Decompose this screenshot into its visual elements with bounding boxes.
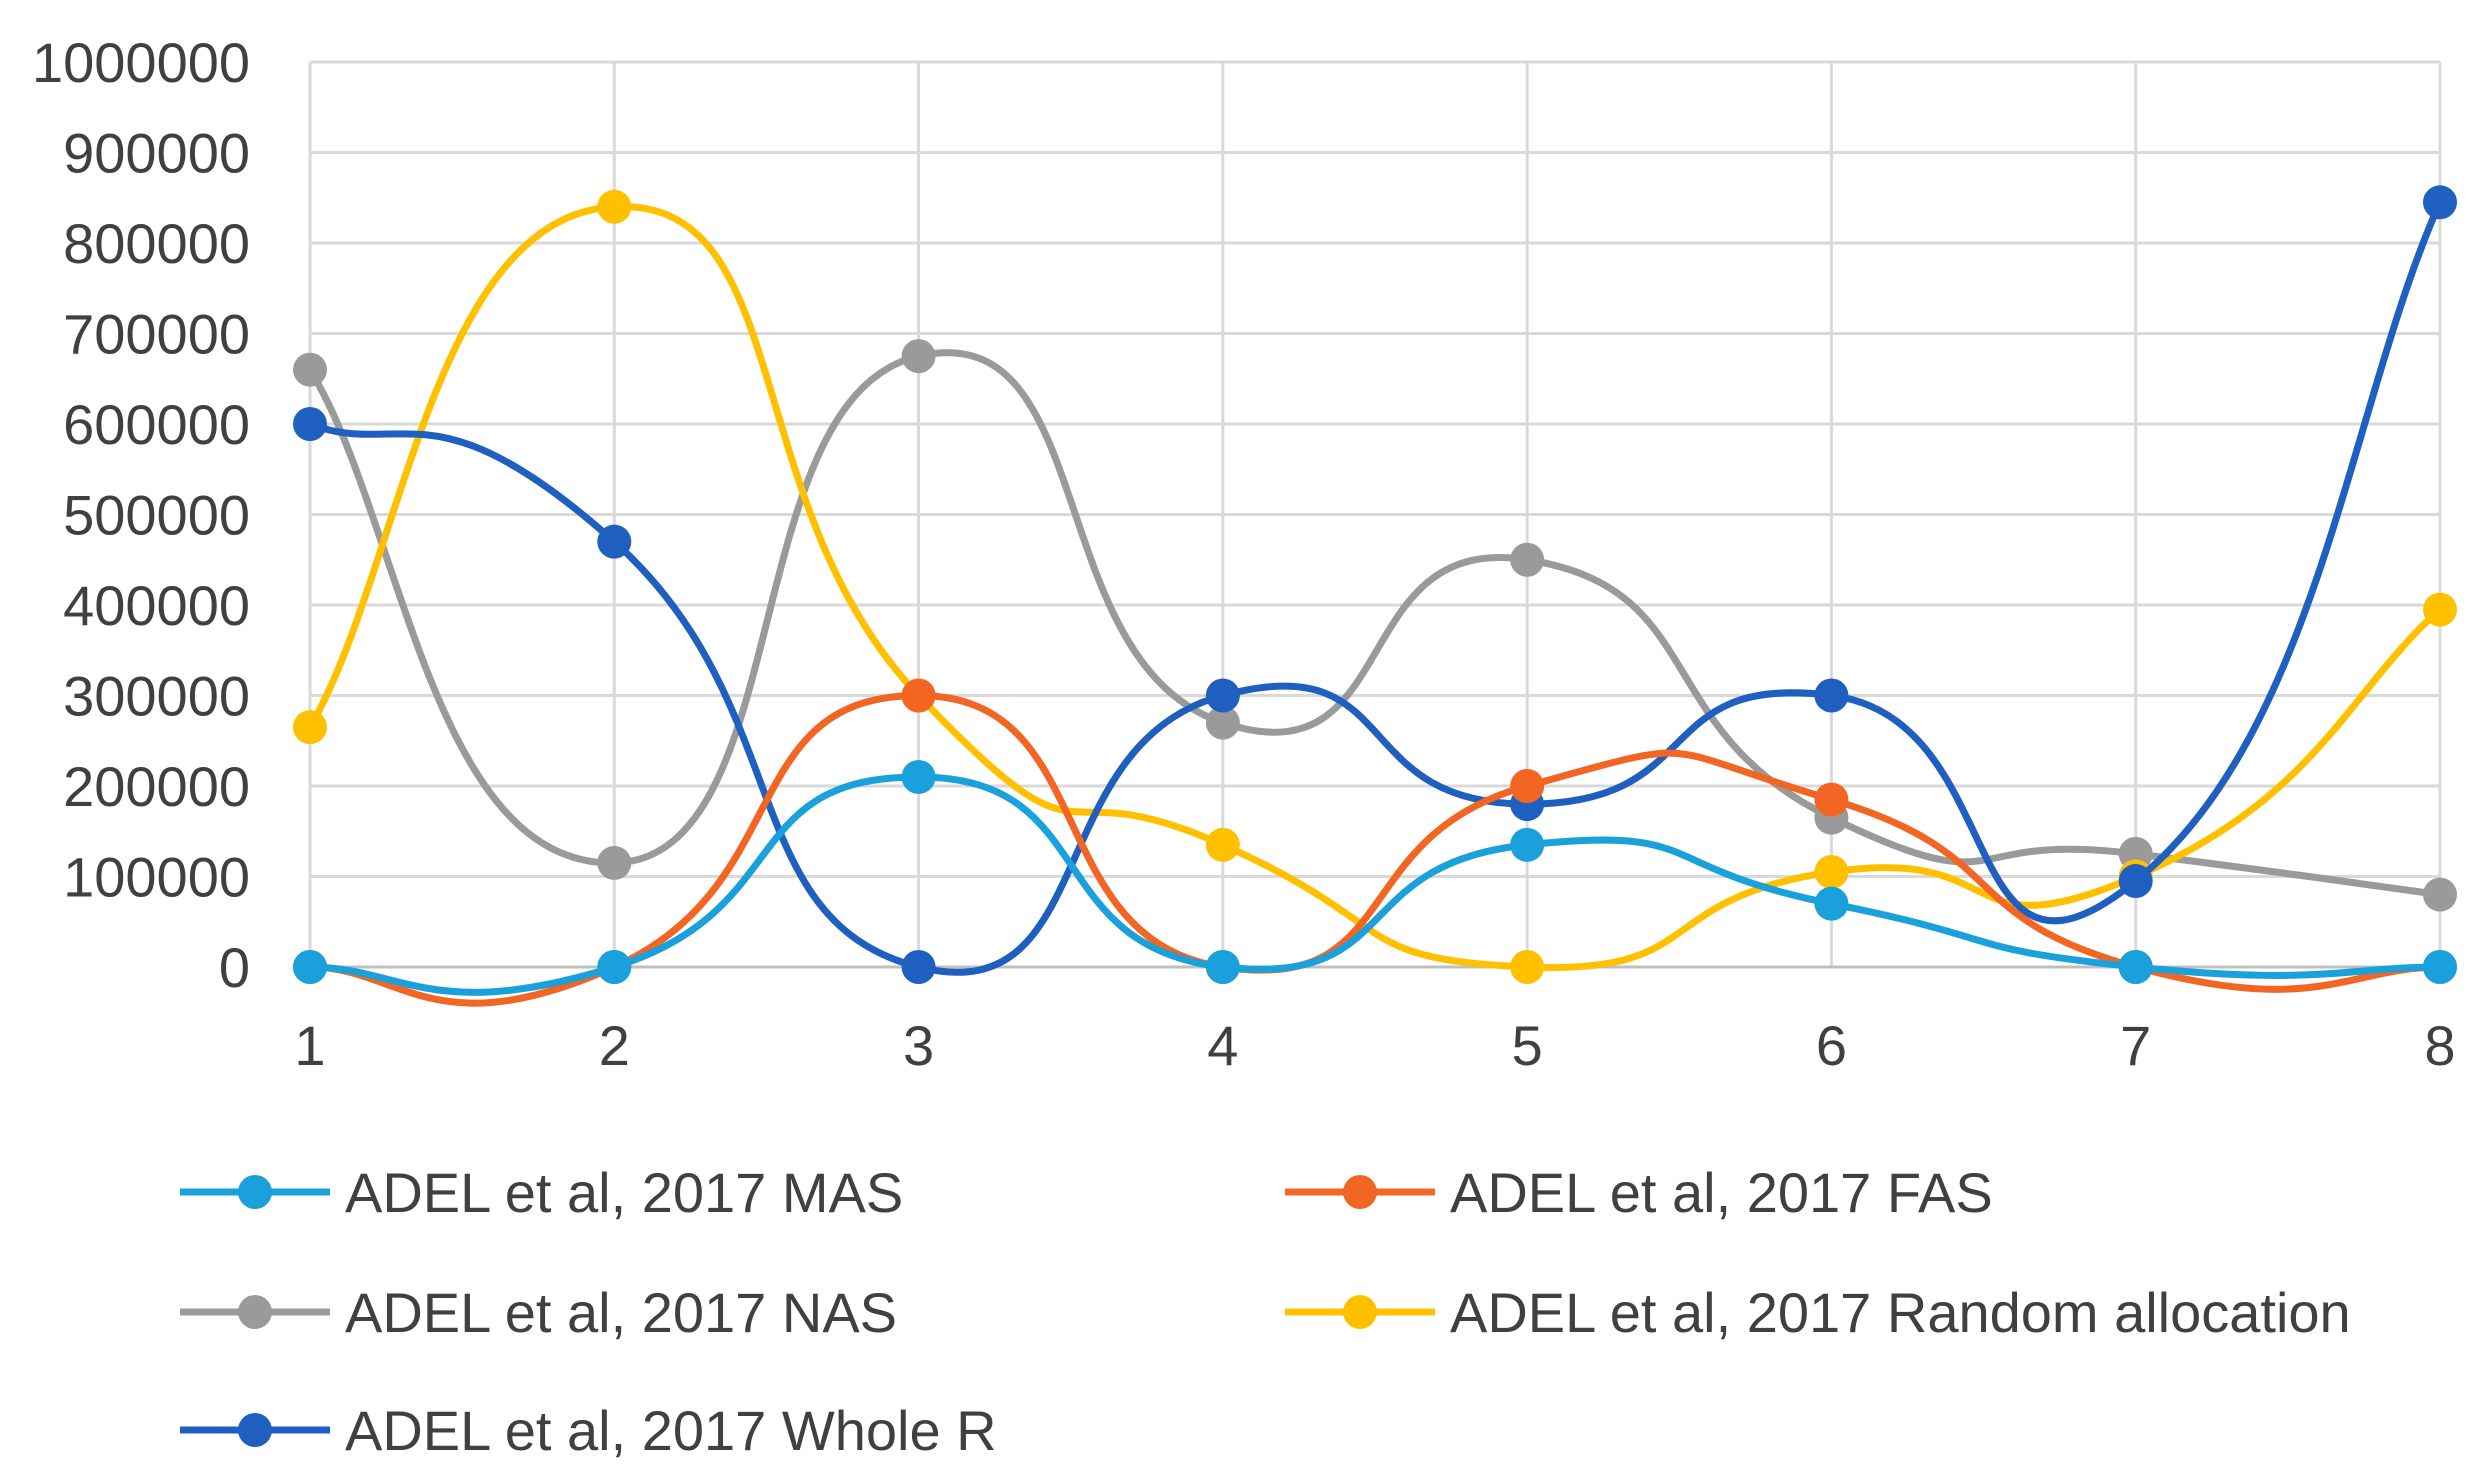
data-point bbox=[597, 950, 632, 984]
y-tick-label: 100000 bbox=[63, 846, 250, 909]
data-point bbox=[1510, 950, 1545, 984]
data-point bbox=[2423, 185, 2457, 220]
x-tick-label: 3 bbox=[903, 1014, 934, 1077]
data-point bbox=[901, 950, 936, 984]
legend-marker bbox=[238, 1175, 272, 1209]
legend-item: ADEL et al, 2017 NAS bbox=[180, 1281, 897, 1344]
y-tick-label: 0 bbox=[219, 936, 250, 999]
legend-marker bbox=[238, 1295, 272, 1329]
x-tick-label: 5 bbox=[1512, 1014, 1543, 1077]
legend-marker bbox=[1343, 1295, 1377, 1329]
legend-label: ADEL et al, 2017 Whole R bbox=[345, 1399, 997, 1462]
data-point bbox=[901, 678, 936, 713]
data-point bbox=[597, 845, 632, 880]
series-group bbox=[293, 185, 2457, 1007]
y-tick-label: 800000 bbox=[63, 212, 250, 275]
data-point bbox=[1205, 678, 1240, 713]
data-point bbox=[1814, 782, 1849, 817]
data-point bbox=[1814, 854, 1849, 889]
y-tick-label: 300000 bbox=[63, 665, 250, 728]
y-tick-label: 1000000 bbox=[32, 31, 250, 94]
data-point bbox=[1510, 769, 1545, 803]
series-line bbox=[306, 692, 2444, 1007]
data-point bbox=[597, 524, 632, 559]
x-axis-tick-labels: 1 2 3 4 5 6 7 8 bbox=[294, 1014, 2455, 1077]
data-point bbox=[2423, 592, 2457, 627]
legend-label: ADEL et al, 2017 FAS bbox=[1450, 1161, 1993, 1224]
legend-item: ADEL et al, 2017 FAS bbox=[1285, 1161, 1993, 1224]
data-point bbox=[2118, 950, 2153, 984]
data-point bbox=[901, 339, 936, 374]
data-point bbox=[1814, 678, 1849, 713]
y-tick-label: 400000 bbox=[63, 574, 250, 637]
legend-item: ADEL et al, 2017 Whole R bbox=[180, 1399, 997, 1462]
data-point bbox=[1814, 886, 1849, 921]
x-tick-label: 7 bbox=[2120, 1014, 2151, 1077]
data-point bbox=[1205, 950, 1240, 984]
x-tick-label: 8 bbox=[2424, 1014, 2455, 1077]
legend-item: ADEL et al, 2017 Random allocation bbox=[1285, 1281, 2351, 1344]
data-point bbox=[293, 407, 327, 441]
y-axis-tick-labels: 0 100000 200000 300000 400000 500000 600000 700… bbox=[32, 31, 250, 999]
x-tick-label: 6 bbox=[1816, 1014, 1847, 1077]
data-point bbox=[597, 189, 632, 224]
legend-item: ADEL et al, 2017 MAS bbox=[180, 1161, 903, 1224]
x-tick-label: 2 bbox=[599, 1014, 630, 1077]
data-point bbox=[293, 352, 327, 387]
legend-label: ADEL et al, 2017 Random allocation bbox=[1450, 1281, 2351, 1344]
data-point bbox=[901, 759, 936, 794]
data-point bbox=[293, 950, 327, 984]
legend-marker bbox=[1343, 1175, 1377, 1209]
data-point bbox=[2423, 877, 2457, 912]
data-point bbox=[1205, 827, 1240, 862]
x-tick-label: 4 bbox=[1207, 1014, 1238, 1077]
data-point bbox=[293, 710, 327, 745]
y-tick-label: 700000 bbox=[63, 303, 250, 366]
data-point bbox=[2423, 950, 2457, 984]
data-point bbox=[1205, 705, 1240, 740]
series-line bbox=[306, 773, 2444, 996]
y-tick-label: 500000 bbox=[63, 484, 250, 547]
y-tick-label: 600000 bbox=[63, 393, 250, 456]
data-point bbox=[1510, 542, 1545, 577]
gridlines bbox=[308, 60, 2442, 969]
series-line bbox=[306, 349, 2444, 899]
legend-marker bbox=[238, 1413, 272, 1447]
legend-label: ADEL et al, 2017 MAS bbox=[345, 1161, 903, 1224]
data-point bbox=[2118, 864, 2153, 899]
x-tick-label: 1 bbox=[294, 1014, 325, 1077]
legend-label: ADEL et al, 2017 NAS bbox=[345, 1281, 897, 1344]
y-tick-label: 900000 bbox=[63, 122, 250, 185]
y-tick-label: 200000 bbox=[63, 755, 250, 818]
legend: ADEL et al, 2017 MAS ADEL et al, 2017 FAS… bbox=[180, 1161, 2351, 1462]
series-adel-et-al-2017-mas bbox=[293, 759, 2457, 996]
data-point bbox=[1510, 827, 1545, 862]
